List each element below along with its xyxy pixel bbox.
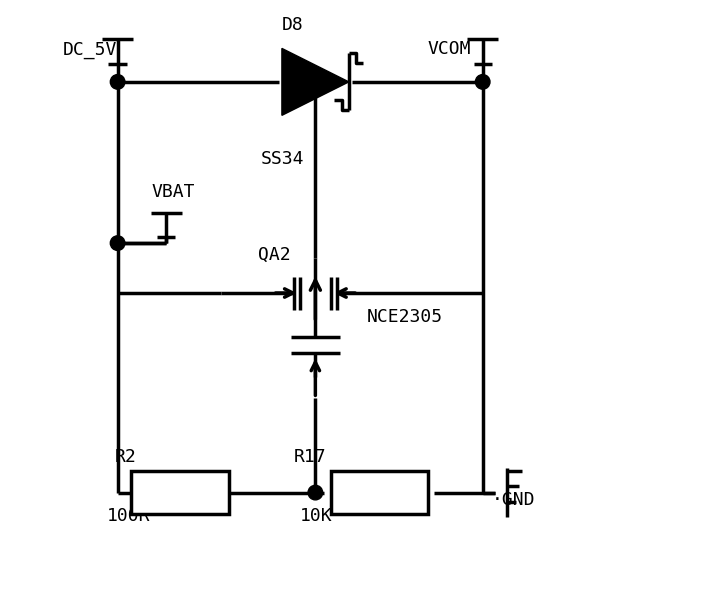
Bar (331, 472, 428, 514)
Text: QA2: QA2 (258, 246, 290, 263)
Text: DC_5V: DC_5V (63, 41, 117, 59)
Circle shape (110, 236, 125, 251)
Text: 10K: 10K (300, 507, 333, 525)
Text: R17: R17 (294, 448, 326, 466)
Text: 100R: 100R (107, 507, 150, 525)
Polygon shape (282, 49, 349, 115)
Circle shape (475, 74, 490, 89)
Text: D8: D8 (282, 16, 304, 34)
Text: VCOM: VCOM (428, 41, 471, 58)
Text: SS34: SS34 (261, 150, 304, 168)
Text: VBAT: VBAT (151, 184, 195, 201)
Text: R2: R2 (115, 448, 136, 466)
Text: NCE2305: NCE2305 (367, 308, 443, 326)
Bar (131, 472, 229, 514)
Text: ·GND: ·GND (492, 491, 535, 509)
Circle shape (308, 485, 323, 500)
Circle shape (110, 74, 125, 89)
